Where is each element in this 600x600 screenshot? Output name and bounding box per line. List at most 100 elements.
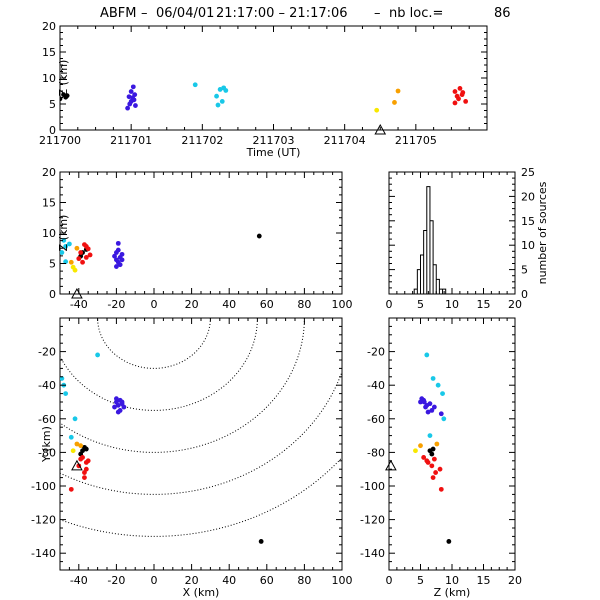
source-point bbox=[132, 92, 138, 98]
source-point bbox=[460, 90, 466, 95]
histogram-bin bbox=[433, 265, 436, 294]
source-point bbox=[60, 250, 65, 255]
source-point bbox=[83, 244, 89, 249]
source-point bbox=[78, 443, 84, 449]
histogram-bin bbox=[439, 289, 442, 294]
x-tick-label: 20 bbox=[185, 298, 199, 311]
source-point bbox=[423, 404, 428, 410]
source-point bbox=[119, 251, 125, 257]
source-point bbox=[392, 100, 397, 105]
header-separator: – bbox=[374, 6, 381, 21]
x-height-frame bbox=[59, 171, 343, 295]
x-tick-label: 40 bbox=[222, 298, 236, 311]
source-point bbox=[112, 253, 117, 259]
series-yellow bbox=[374, 107, 380, 113]
x-height-panel: -40 -20 0 20 40 60 80 100 0 5 10 15 20 Z (km) bbox=[42, 166, 353, 311]
source-point bbox=[438, 486, 444, 492]
source-point bbox=[418, 443, 423, 449]
x-tick-label: 211704 bbox=[324, 134, 366, 147]
source-point bbox=[87, 252, 93, 258]
series-blue bbox=[112, 396, 127, 415]
x-height-plot-area bbox=[60, 233, 262, 273]
x-tick-label: -40 bbox=[70, 298, 88, 311]
source-point bbox=[430, 376, 436, 381]
source-point bbox=[427, 401, 433, 407]
series-red bbox=[421, 455, 444, 492]
y-tick-label: -20 bbox=[367, 346, 385, 359]
source-point bbox=[214, 93, 219, 99]
source-point bbox=[429, 451, 435, 457]
y-tick-label: -120 bbox=[31, 514, 56, 527]
source-point bbox=[457, 86, 463, 91]
y-tick-label: -140 bbox=[360, 547, 385, 560]
x-tick-label: 5 bbox=[417, 298, 424, 311]
source-point bbox=[429, 463, 435, 469]
source-point bbox=[128, 89, 134, 94]
source-point bbox=[119, 399, 125, 405]
histogram-bin bbox=[414, 289, 417, 294]
y-tick-label: 15 bbox=[521, 215, 535, 228]
source-point bbox=[67, 241, 72, 247]
y-tick-label: -40 bbox=[367, 379, 385, 392]
y-tick-label: 5 bbox=[49, 258, 56, 271]
y-tick-label: 20 bbox=[42, 166, 56, 179]
source-point bbox=[441, 416, 447, 422]
source-point bbox=[424, 352, 430, 358]
series-blue bbox=[418, 396, 444, 417]
nb-locations-value: 86 bbox=[494, 6, 511, 21]
source-point bbox=[82, 475, 87, 480]
y-tick-label: -80 bbox=[38, 446, 56, 459]
source-point bbox=[114, 264, 119, 269]
source-point bbox=[463, 99, 469, 104]
source-point bbox=[435, 382, 441, 388]
header-time-range: 21:17:00 – 21:17:06 bbox=[216, 6, 348, 21]
time-height-frame bbox=[59, 25, 488, 131]
x-axis-label: Time (UT) bbox=[246, 146, 301, 159]
series-black bbox=[258, 539, 264, 544]
x-axis-label: X (km) bbox=[183, 586, 220, 599]
source-point bbox=[427, 433, 433, 438]
time-height-plot-area bbox=[60, 82, 469, 113]
station-name: ABFM bbox=[100, 6, 137, 21]
source-point bbox=[83, 255, 89, 260]
source-point bbox=[256, 233, 262, 239]
source-point bbox=[83, 466, 89, 472]
x-tick-label: 10 bbox=[445, 298, 459, 311]
x-tick-label: 211701 bbox=[110, 134, 152, 147]
histogram-outline bbox=[389, 186, 515, 294]
histogram-bin bbox=[427, 187, 430, 294]
source-point bbox=[430, 475, 436, 480]
x-tick-label: 211700 bbox=[39, 134, 81, 147]
series-blue bbox=[125, 84, 138, 111]
x-tick-label: -20 bbox=[107, 298, 125, 311]
source-point bbox=[425, 409, 431, 415]
plan-view-panel: -40 -20 0 20 40 60 80 100 -140 -120 -100 -80 -60 -40 -… bbox=[31, 317, 353, 599]
series-yellow bbox=[413, 448, 418, 454]
source-point bbox=[114, 396, 119, 402]
source-point bbox=[63, 259, 69, 265]
source-point bbox=[258, 539, 264, 544]
series-black bbox=[427, 446, 436, 457]
source-point bbox=[430, 446, 436, 452]
series-orange bbox=[392, 88, 401, 105]
y-tick-label: -100 bbox=[31, 480, 56, 493]
series-red bbox=[76, 242, 93, 265]
x-tick-label: -40 bbox=[70, 574, 88, 587]
series-yellow bbox=[70, 448, 76, 454]
source-point bbox=[117, 262, 123, 268]
y-tick-label: -60 bbox=[38, 413, 56, 426]
source-point bbox=[82, 444, 87, 450]
source-point bbox=[429, 408, 435, 413]
source-point bbox=[126, 94, 132, 100]
y-tick-label: -140 bbox=[31, 547, 56, 560]
source-point bbox=[125, 105, 131, 111]
y-tick-label: 5 bbox=[49, 98, 56, 111]
source-point bbox=[80, 259, 85, 265]
source-point bbox=[438, 411, 444, 417]
x-tick-label: 10 bbox=[445, 574, 459, 587]
series-red bbox=[68, 455, 91, 492]
source-point bbox=[452, 100, 458, 106]
source-point bbox=[446, 539, 452, 544]
source-point bbox=[121, 404, 127, 410]
